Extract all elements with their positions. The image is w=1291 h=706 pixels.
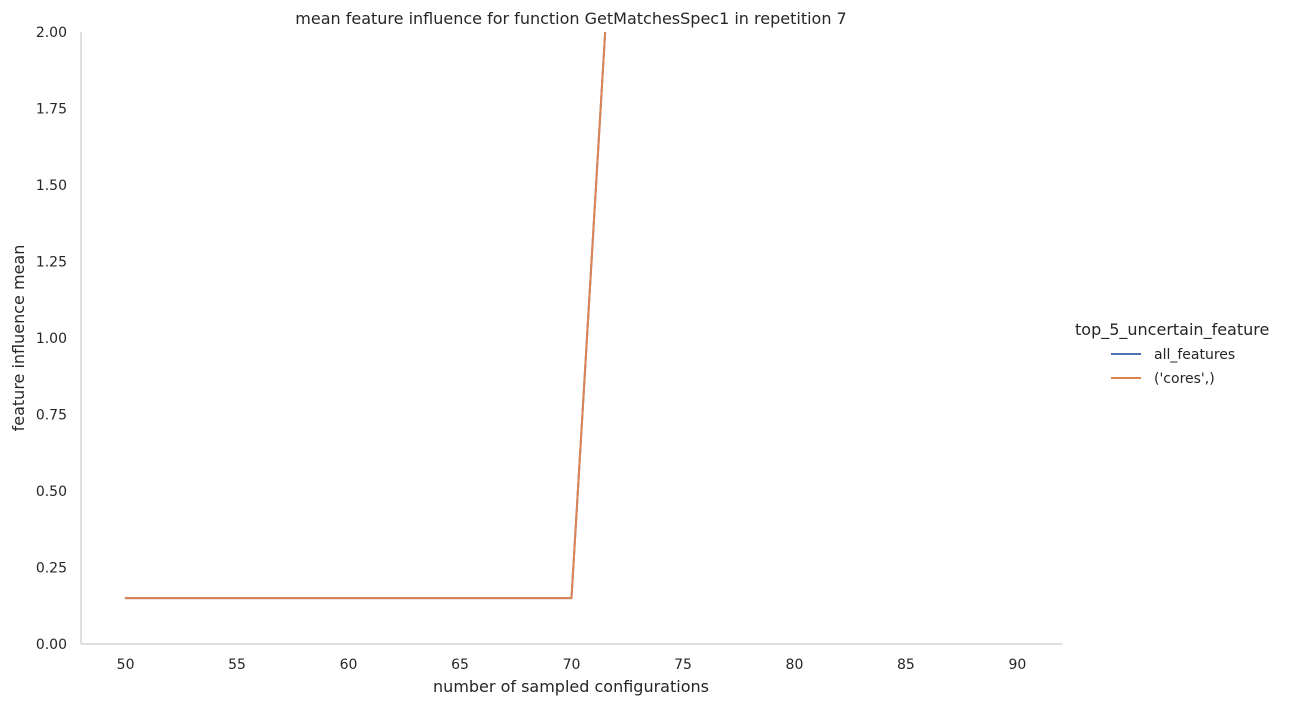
y-tick-label: 1.00 <box>36 331 67 347</box>
legend-label: all_features <box>1154 347 1235 363</box>
legend: top_5_uncertain_feature all_features ('co… <box>1075 320 1269 387</box>
x-tick-label: 50 <box>117 657 135 673</box>
y-axis-ticks: 0.00 0.25 0.50 0.75 1.00 1.25 1.50 1.75 2.00 <box>36 25 67 653</box>
chart-title: mean feature influence for function GetM… <box>295 9 846 28</box>
y-tick-label: 1.50 <box>36 178 67 194</box>
y-tick-label: 2.00 <box>36 25 67 41</box>
x-tick-label: 70 <box>563 657 581 673</box>
x-tick-label: 80 <box>786 657 804 673</box>
series-line-2 <box>124 32 607 600</box>
y-tick-label: 1.75 <box>36 102 67 118</box>
x-tick-label: 90 <box>1008 657 1026 673</box>
legend-item: ('cores',) <box>1111 371 1215 387</box>
legend-title: top_5_uncertain_feature <box>1075 320 1269 340</box>
y-tick-label: 0.75 <box>36 408 67 424</box>
x-axis-label: number of sampled configurations <box>433 677 709 696</box>
y-tick-label: 0.50 <box>36 484 67 500</box>
x-tick-label: 65 <box>451 657 469 673</box>
y-tick-label: 0.00 <box>36 637 67 653</box>
x-tick-label: 60 <box>340 657 358 673</box>
legend-label: ('cores',) <box>1154 371 1215 387</box>
series-group <box>124 32 607 600</box>
y-axis-label: feature influence mean <box>9 245 28 432</box>
x-tick-label: 85 <box>897 657 915 673</box>
legend-items: all_features ('cores',) <box>1111 347 1235 387</box>
y-tick-label: 0.25 <box>36 561 67 577</box>
x-tick-label: 55 <box>228 657 246 673</box>
plot-area: 50 55 60 65 70 75 80 85 90 0.00 0.25 0.50 0.75 1.00 1… <box>36 25 1062 673</box>
y-tick-label: 1.25 <box>36 255 67 271</box>
x-tick-label: 75 <box>674 657 692 673</box>
series-line-1 <box>124 32 607 600</box>
x-axis-ticks: 50 55 60 65 70 75 80 85 90 <box>117 657 1027 673</box>
legend-item: all_features <box>1111 347 1235 363</box>
